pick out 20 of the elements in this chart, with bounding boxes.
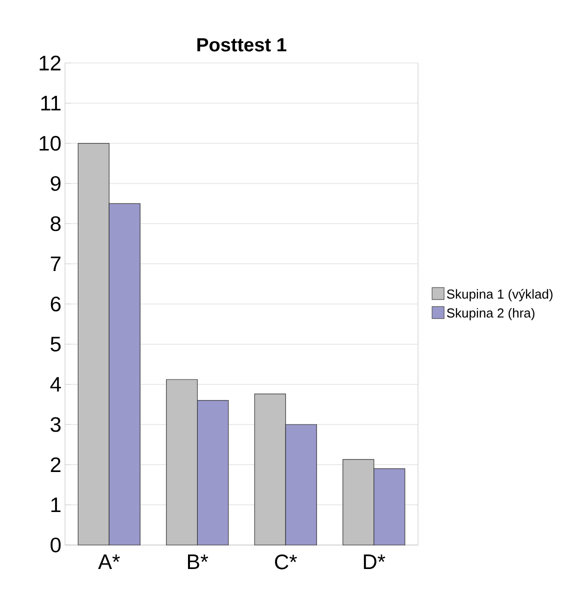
y-tick-label: 2: [50, 457, 60, 472]
y-tick-label: 1: [51, 498, 60, 512]
y-tick-label: 10: [40, 136, 61, 151]
y-tick-label: 7: [50, 256, 60, 272]
chart-title: Posttest 1: [197, 38, 286, 52]
y-tick-label: 5: [50, 336, 61, 352]
y-tick-label: 8: [50, 216, 61, 232]
x-tick-label: C*: [275, 554, 297, 570]
x-tick-label: A*: [98, 554, 120, 569]
y-tick-label: 0: [50, 538, 61, 552]
legend-label: Skupina 1 (výklad): [446, 289, 552, 302]
y-tick-label: 4: [50, 377, 61, 392]
y-tick-label: 3: [50, 417, 61, 432]
x-tick-label: B*: [188, 554, 208, 569]
y-tick-label: 6: [50, 296, 61, 312]
y-tick-label: 9: [50, 176, 60, 191]
y-tick-label: 11: [41, 96, 60, 110]
y-tick-label: 12: [40, 56, 60, 70]
x-tick-label: D*: [364, 554, 386, 569]
legend-label: Skupina 2 (hra): [446, 308, 534, 320]
